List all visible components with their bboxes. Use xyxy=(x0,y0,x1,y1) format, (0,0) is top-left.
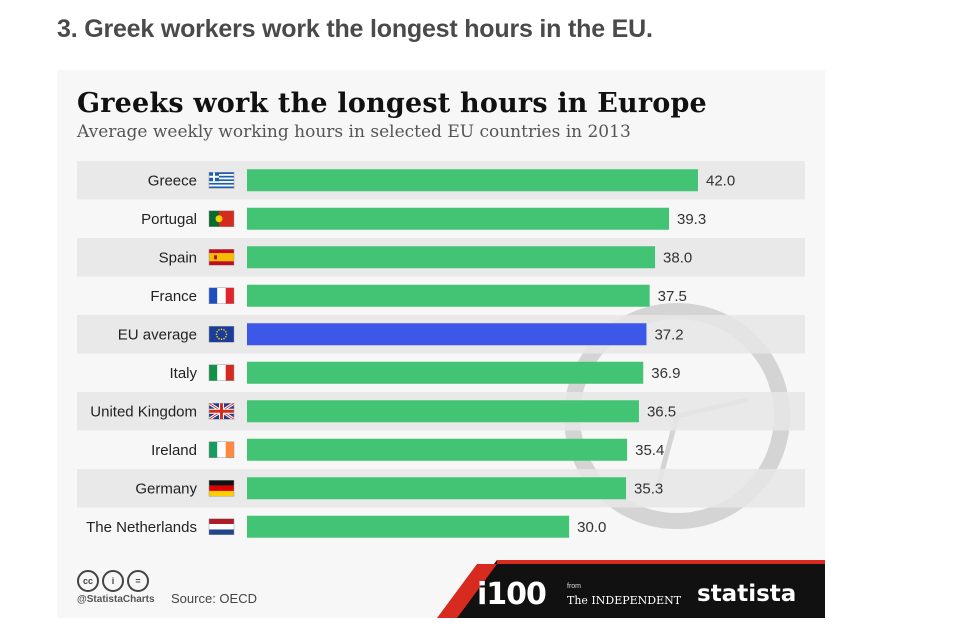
value-label: 37.5 xyxy=(658,288,687,305)
ireland-flag-icon xyxy=(208,441,235,458)
statista-handle: @StatistaCharts xyxy=(77,594,155,605)
chart-title: Greeks work the longest hours in Europe xyxy=(77,88,707,119)
category-label: Ireland xyxy=(151,442,197,459)
creative-commons-icons: cc i = xyxy=(77,570,149,592)
value-label: 42.0 xyxy=(706,172,735,189)
greece-flag-icon xyxy=(208,172,235,189)
value-label: 38.0 xyxy=(663,249,692,266)
value-label: 36.9 xyxy=(651,365,680,382)
value-label: 35.4 xyxy=(635,442,664,459)
category-label: EU average xyxy=(118,326,197,343)
value-label: 36.5 xyxy=(647,403,676,420)
bar xyxy=(247,515,570,538)
statista-logo: statista xyxy=(697,581,797,607)
bar xyxy=(247,246,656,269)
france-flag-icon xyxy=(208,287,235,304)
from-text: from xyxy=(567,583,581,590)
chart-subtitle: Average weekly working hours in selected… xyxy=(77,122,631,142)
netherlands-flag-icon xyxy=(208,518,235,535)
category-label: Greece xyxy=(148,172,197,189)
bar xyxy=(247,400,639,423)
spain-flag-icon xyxy=(208,249,235,266)
value-label: 37.2 xyxy=(654,326,683,343)
italy-flag-icon xyxy=(208,364,235,381)
value-label: 35.3 xyxy=(634,480,663,497)
bar xyxy=(247,361,644,384)
bar xyxy=(247,438,628,461)
page-heading: 3. Greek workers work the longest hours … xyxy=(57,15,653,43)
bar xyxy=(247,284,650,307)
uk-flag-icon xyxy=(208,401,235,421)
source-text: Source: OECD xyxy=(171,591,257,606)
value-label: 30.0 xyxy=(577,519,606,536)
value-label: 39.3 xyxy=(677,211,706,228)
category-label: The Netherlands xyxy=(86,519,197,536)
bar xyxy=(247,207,670,230)
bar-chart: Greece 42.0 Portugal 39.3 Spain 38.0 France 37.… xyxy=(77,161,805,538)
bar xyxy=(247,477,627,500)
category-label: Germany xyxy=(135,480,197,497)
germany-flag-icon xyxy=(208,480,235,497)
category-label: Portugal xyxy=(141,211,197,228)
portugal-flag-icon xyxy=(208,210,235,227)
independent-logo: The INDEPENDENT xyxy=(567,594,682,607)
i100-logo: i100 xyxy=(477,577,547,612)
no-derivatives-icon: = xyxy=(127,570,149,592)
bar xyxy=(247,323,647,346)
bar xyxy=(247,169,698,192)
attribution-icon: i xyxy=(102,570,124,592)
chart-card: Greece 42.0 Portugal 39.3 Spain 38.0 France 37.… xyxy=(57,70,825,618)
category-label: France xyxy=(150,288,197,305)
category-label: United Kingdom xyxy=(90,403,197,420)
cc-icon: cc xyxy=(77,570,99,592)
category-label: Spain xyxy=(159,249,197,266)
eu-flag-icon xyxy=(208,326,235,343)
footer-banner xyxy=(437,560,825,618)
category-label: Italy xyxy=(169,365,197,382)
